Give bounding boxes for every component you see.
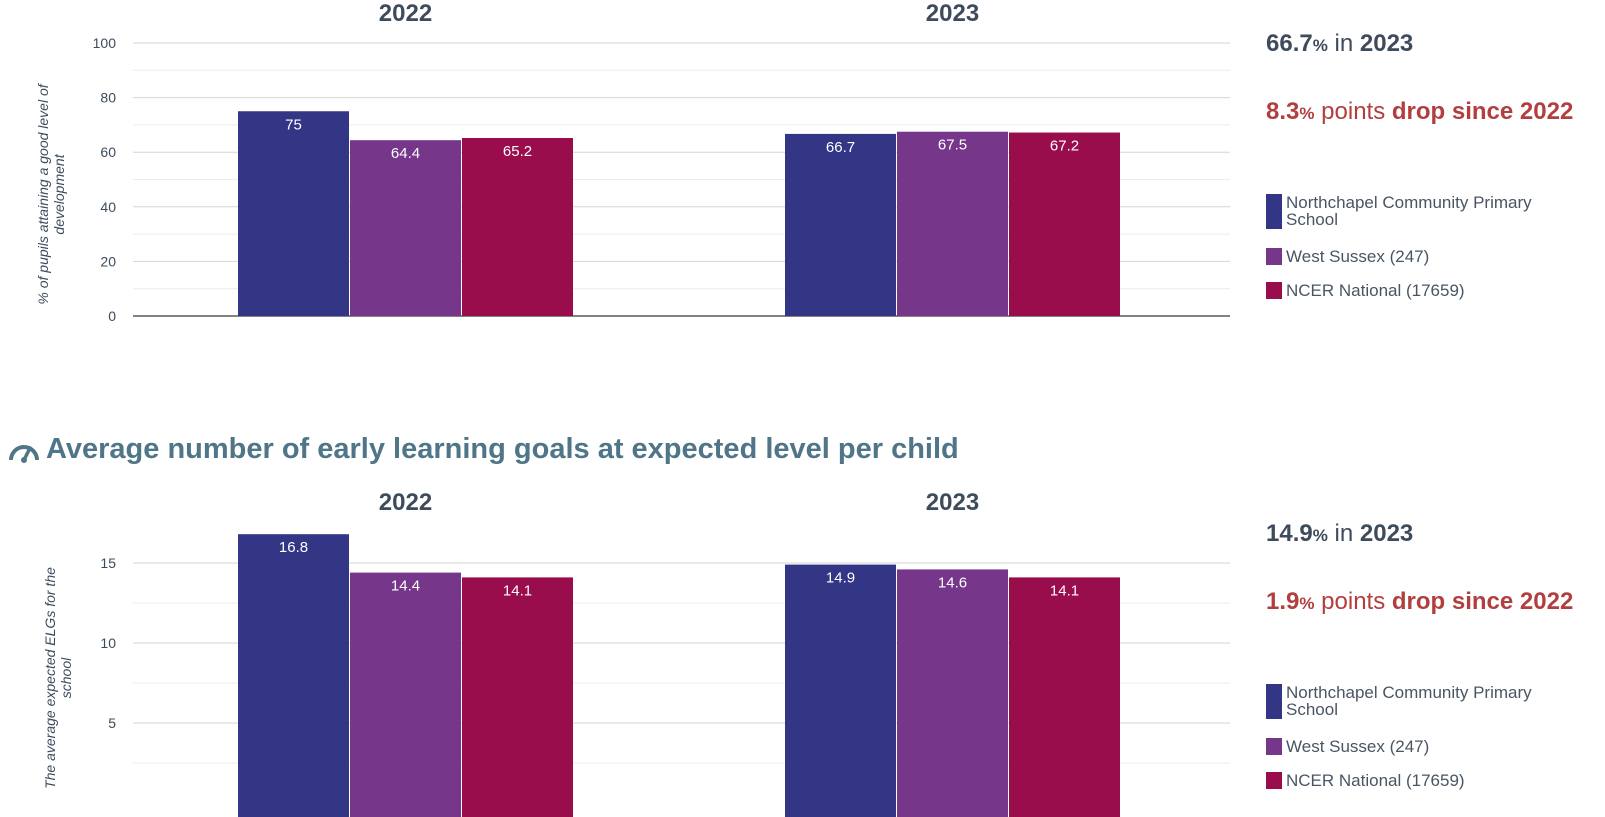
- bar-value-label: 14.6: [938, 574, 967, 591]
- y-tick-label: 40: [100, 199, 116, 215]
- chart-average-elgs: 5 10 15 The average expected ELGs for thesc…: [42, 489, 1230, 817]
- bar: [350, 572, 461, 817]
- bar-value-label: 16.8: [279, 539, 308, 556]
- section-title-text: Average number of early learning goals a…: [46, 433, 959, 465]
- bar-value-label: 67.2: [1050, 138, 1079, 155]
- legend-swatch-school: [1266, 194, 1282, 229]
- change-direction: drop since 2022: [1391, 98, 1574, 125]
- legend-swatch-national: [1266, 772, 1282, 789]
- legend-label-school: Northchapel Community Primary School: [1286, 193, 1532, 229]
- change-unit: %: [1299, 104, 1315, 123]
- legend-swatch-region: [1266, 248, 1282, 265]
- change-value: 8.3: [1266, 98, 1300, 125]
- legend-item-national: NCER National (17659): [1266, 282, 1576, 299]
- bar: [350, 140, 461, 316]
- headline-unit: %: [1312, 36, 1328, 55]
- y-axis-label-line: development: [51, 153, 67, 234]
- gauge-icon: [9, 444, 39, 463]
- category-title: 2022: [379, 489, 432, 516]
- change-direction: drop since 2022: [1391, 588, 1574, 615]
- y-tick-label: 100: [93, 35, 117, 51]
- y-tick-label: 0: [108, 308, 116, 324]
- bar-value-label: 14.1: [503, 582, 532, 599]
- bar: [462, 138, 573, 316]
- bar-value-label: 14.1: [1050, 582, 1079, 599]
- headline-year: 2023: [1359, 30, 1414, 57]
- change-unit: %: [1299, 594, 1315, 613]
- headline-stat: 14.9% in 2023: [1266, 520, 1413, 548]
- summary-panel-elg: 14.9% in 2023 1.9% points drop since 202…: [1266, 520, 1605, 817]
- legend-item-school: Northchapel Community Primary School: [1266, 684, 1576, 719]
- legend-label-national: NCER National (17659): [1286, 281, 1465, 300]
- bar: [238, 111, 349, 316]
- legend-item-national: NCER National (17659): [1266, 772, 1576, 789]
- headline-in-word: in: [1334, 30, 1354, 57]
- legend-item-region: West Sussex (247): [1266, 738, 1576, 755]
- change-points-word: points: [1321, 588, 1386, 615]
- change-points-word: points: [1321, 98, 1386, 125]
- category-title: 2022: [379, 0, 432, 27]
- chart-good-level-development: 0 20 40 60 80 100 % of pupils attaining a good…: [35, 0, 1230, 324]
- y-axis-label-line: The average expected ELGs for the: [42, 567, 58, 789]
- change-value: 1.9: [1266, 588, 1300, 615]
- bar: [238, 534, 349, 817]
- bar: [897, 131, 1008, 316]
- headline-year: 2023: [1359, 520, 1414, 547]
- bar-value-label: 67.5: [938, 137, 967, 154]
- category-title: 2023: [926, 0, 979, 27]
- y-axis-label-line: % of pupils attaining a good level of: [35, 82, 51, 304]
- headline-value: 14.9: [1266, 520, 1313, 547]
- bar: [1009, 132, 1120, 316]
- y-tick-label: 80: [100, 90, 116, 106]
- bar: [462, 577, 573, 817]
- y-axis-label: % of pupils attaining a good level ofdev…: [35, 82, 67, 304]
- bar-value-label: 66.7: [826, 139, 855, 156]
- headline-stat: 66.7% in 2023: [1266, 30, 1413, 58]
- legend-swatch-school: [1266, 684, 1282, 719]
- bar: [785, 133, 896, 316]
- legend-swatch-region: [1266, 738, 1282, 755]
- bar-value-label: 64.4: [391, 145, 420, 162]
- headline-value: 66.7: [1266, 30, 1313, 57]
- change-stat: 1.9% points drop since 2022: [1266, 588, 1573, 616]
- bar-value-label: 75: [285, 116, 302, 133]
- bar-value-label: 65.2: [503, 143, 532, 160]
- bar-value-label: 14.9: [826, 570, 855, 587]
- legend-item-school: Northchapel Community Primary School: [1266, 194, 1576, 229]
- summary-panel-good-level: 66.7% in 2023 8.3% points drop since 202…: [1266, 30, 1605, 330]
- y-axis-label-line: school: [58, 657, 74, 698]
- legend-swatch-national: [1266, 282, 1282, 299]
- bar-value-label: 14.4: [391, 578, 420, 595]
- bar: [1009, 577, 1120, 817]
- change-stat: 8.3% points drop since 2022: [1266, 98, 1573, 126]
- legend-label-region: West Sussex (247): [1286, 737, 1430, 756]
- y-axis-label: The average expected ELGs for theschool: [42, 567, 74, 789]
- section-title-elg: Average number of early learning goals a…: [8, 433, 959, 466]
- y-tick-label: 10: [100, 635, 116, 651]
- bar: [897, 569, 1008, 817]
- legend-label-school: Northchapel Community Primary School: [1286, 683, 1532, 719]
- bar: [785, 564, 896, 817]
- legend-item-region: West Sussex (247): [1266, 248, 1576, 265]
- headline-in-word: in: [1334, 520, 1354, 547]
- y-tick-label: 60: [100, 144, 116, 160]
- y-tick-label: 5: [108, 715, 116, 731]
- y-tick-label: 15: [100, 555, 116, 571]
- y-tick-label: 20: [100, 253, 116, 269]
- legend-label-region: West Sussex (247): [1286, 247, 1430, 266]
- headline-unit: %: [1312, 526, 1328, 545]
- category-title: 2023: [926, 489, 979, 516]
- legend-label-national: NCER National (17659): [1286, 771, 1465, 790]
